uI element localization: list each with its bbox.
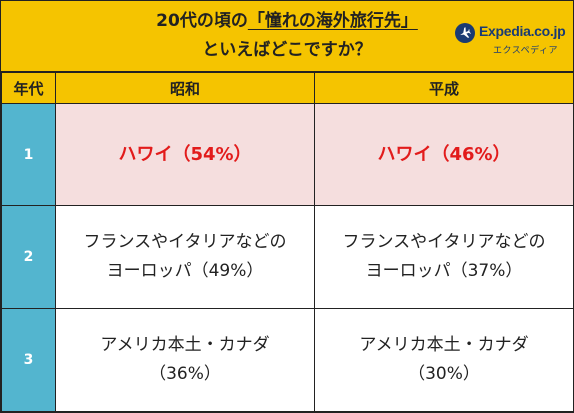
title-line-1: 20代の頃の「憧れの海外旅行先」 bbox=[1, 10, 573, 32]
heisei-cell: アメリカ本土・カナダ （30%） bbox=[314, 307, 574, 413]
cell-text: フランスやイタリアなどの bbox=[342, 232, 546, 253]
cell-text: ハワイ（54%） bbox=[118, 144, 252, 166]
rank-cell: 1 bbox=[1, 103, 56, 207]
table-header-row: 年代 昭和 平成 bbox=[1, 71, 574, 105]
airplane-icon bbox=[455, 23, 475, 43]
heisei-cell: フランスやイタリアなどの ヨーロッパ（37%） bbox=[314, 205, 574, 309]
table-row: 1 ハワイ（54%） ハワイ（46%） bbox=[1, 103, 574, 207]
title-prefix: 20代の頃の bbox=[156, 11, 248, 31]
rank-cell: 2 bbox=[1, 205, 56, 309]
table-row: 2 フランスやイタリアなどの ヨーロッパ（49%） フランスやイタリアなどの ヨ… bbox=[1, 205, 574, 309]
cell-text: ヨーロッパ（37%） bbox=[365, 261, 523, 282]
cell-text: アメリカ本土・カナダ bbox=[100, 334, 270, 355]
cell-text: アメリカ本土・カナダ bbox=[359, 334, 529, 355]
title-line-2: といえばどこですか？ bbox=[202, 40, 372, 60]
cell-text: （36%） bbox=[149, 363, 221, 384]
logo-subtitle: エクスペディア bbox=[493, 46, 558, 56]
cell-text: ハワイ（46%） bbox=[377, 144, 511, 166]
cell-text: （30%） bbox=[408, 363, 480, 384]
ranking-table: 年代 昭和 平成 1 ハワイ（54%） ハワイ（46%） 2 フランスやイタリア… bbox=[1, 71, 574, 413]
header-era: 年代 bbox=[1, 71, 56, 105]
showa-cell: アメリカ本土・カナダ （36%） bbox=[55, 307, 315, 413]
header-heisei: 平成 bbox=[314, 71, 574, 105]
showa-cell: フランスやイタリアなどの ヨーロッパ（49%） bbox=[55, 205, 315, 309]
logo-name: Expedia.co.jp bbox=[479, 23, 566, 39]
header-showa: 昭和 bbox=[55, 71, 315, 105]
cell-text: フランスやイタリアなどの bbox=[83, 232, 287, 253]
rank-cell: 3 bbox=[1, 307, 56, 413]
table-row: 3 アメリカ本土・カナダ （36%） アメリカ本土・カナダ （30%） bbox=[1, 307, 574, 413]
title-highlight: 「憧れの海外旅行先」 bbox=[247, 11, 418, 31]
cell-text: ヨーロッパ（49%） bbox=[106, 261, 264, 282]
expedia-logo: Expedia.co.jp エクスペディア bbox=[455, 21, 567, 61]
heisei-cell: ハワイ（46%） bbox=[314, 103, 574, 207]
title-banner: 20代の頃の「憧れの海外旅行先」 といえばどこですか？ Expedia.co.j… bbox=[1, 1, 573, 72]
showa-cell: ハワイ（54%） bbox=[55, 103, 315, 207]
